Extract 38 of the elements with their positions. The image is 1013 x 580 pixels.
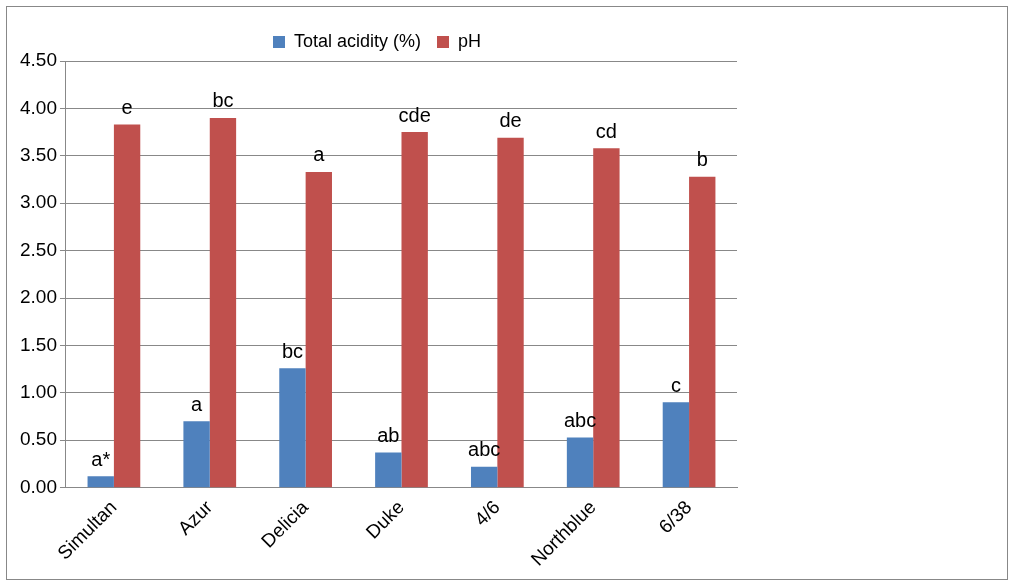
data-label: b [696, 148, 708, 171]
y-tick-label: 1.00 [20, 381, 57, 403]
data-label: a* [91, 447, 111, 470]
data-label: c [670, 373, 681, 396]
data-label: bc [212, 89, 234, 112]
data-label: de [499, 109, 522, 132]
bar [566, 437, 594, 488]
data-label: bc [281, 339, 304, 362]
bar [113, 124, 141, 488]
data-label: cde [398, 103, 431, 126]
y-tick-label: 3.00 [20, 191, 57, 213]
legend-label: Total acidity (%) [293, 30, 422, 51]
y-tick-label: 4.00 [20, 96, 57, 118]
y-tick-label: 3.50 [20, 144, 57, 166]
bar [87, 476, 114, 488]
bar [375, 452, 402, 488]
y-tick-label: 2.50 [20, 238, 57, 260]
bar [279, 368, 306, 488]
x-tick-label: 4/6 [470, 496, 504, 530]
bar [401, 132, 428, 488]
bar [662, 402, 690, 488]
y-tick-label: 0.50 [20, 428, 57, 450]
data-label: a [313, 143, 326, 166]
bar [209, 117, 237, 488]
y-tick-label: 4.50 [20, 49, 57, 71]
bar [689, 176, 716, 488]
bar [305, 171, 332, 488]
x-tick-label: 6/38 [654, 496, 696, 538]
data-label: cd [595, 119, 617, 142]
y-tick-label: 1.50 [20, 333, 57, 355]
legend-label: pH [458, 30, 482, 51]
data-label: e [121, 96, 133, 119]
y-tick-label: 2.00 [20, 286, 57, 308]
data-label: ab [377, 424, 400, 447]
data-label: a [191, 392, 204, 415]
bar [183, 421, 210, 488]
bar [470, 466, 498, 488]
y-tick-label: 0.00 [20, 475, 57, 497]
